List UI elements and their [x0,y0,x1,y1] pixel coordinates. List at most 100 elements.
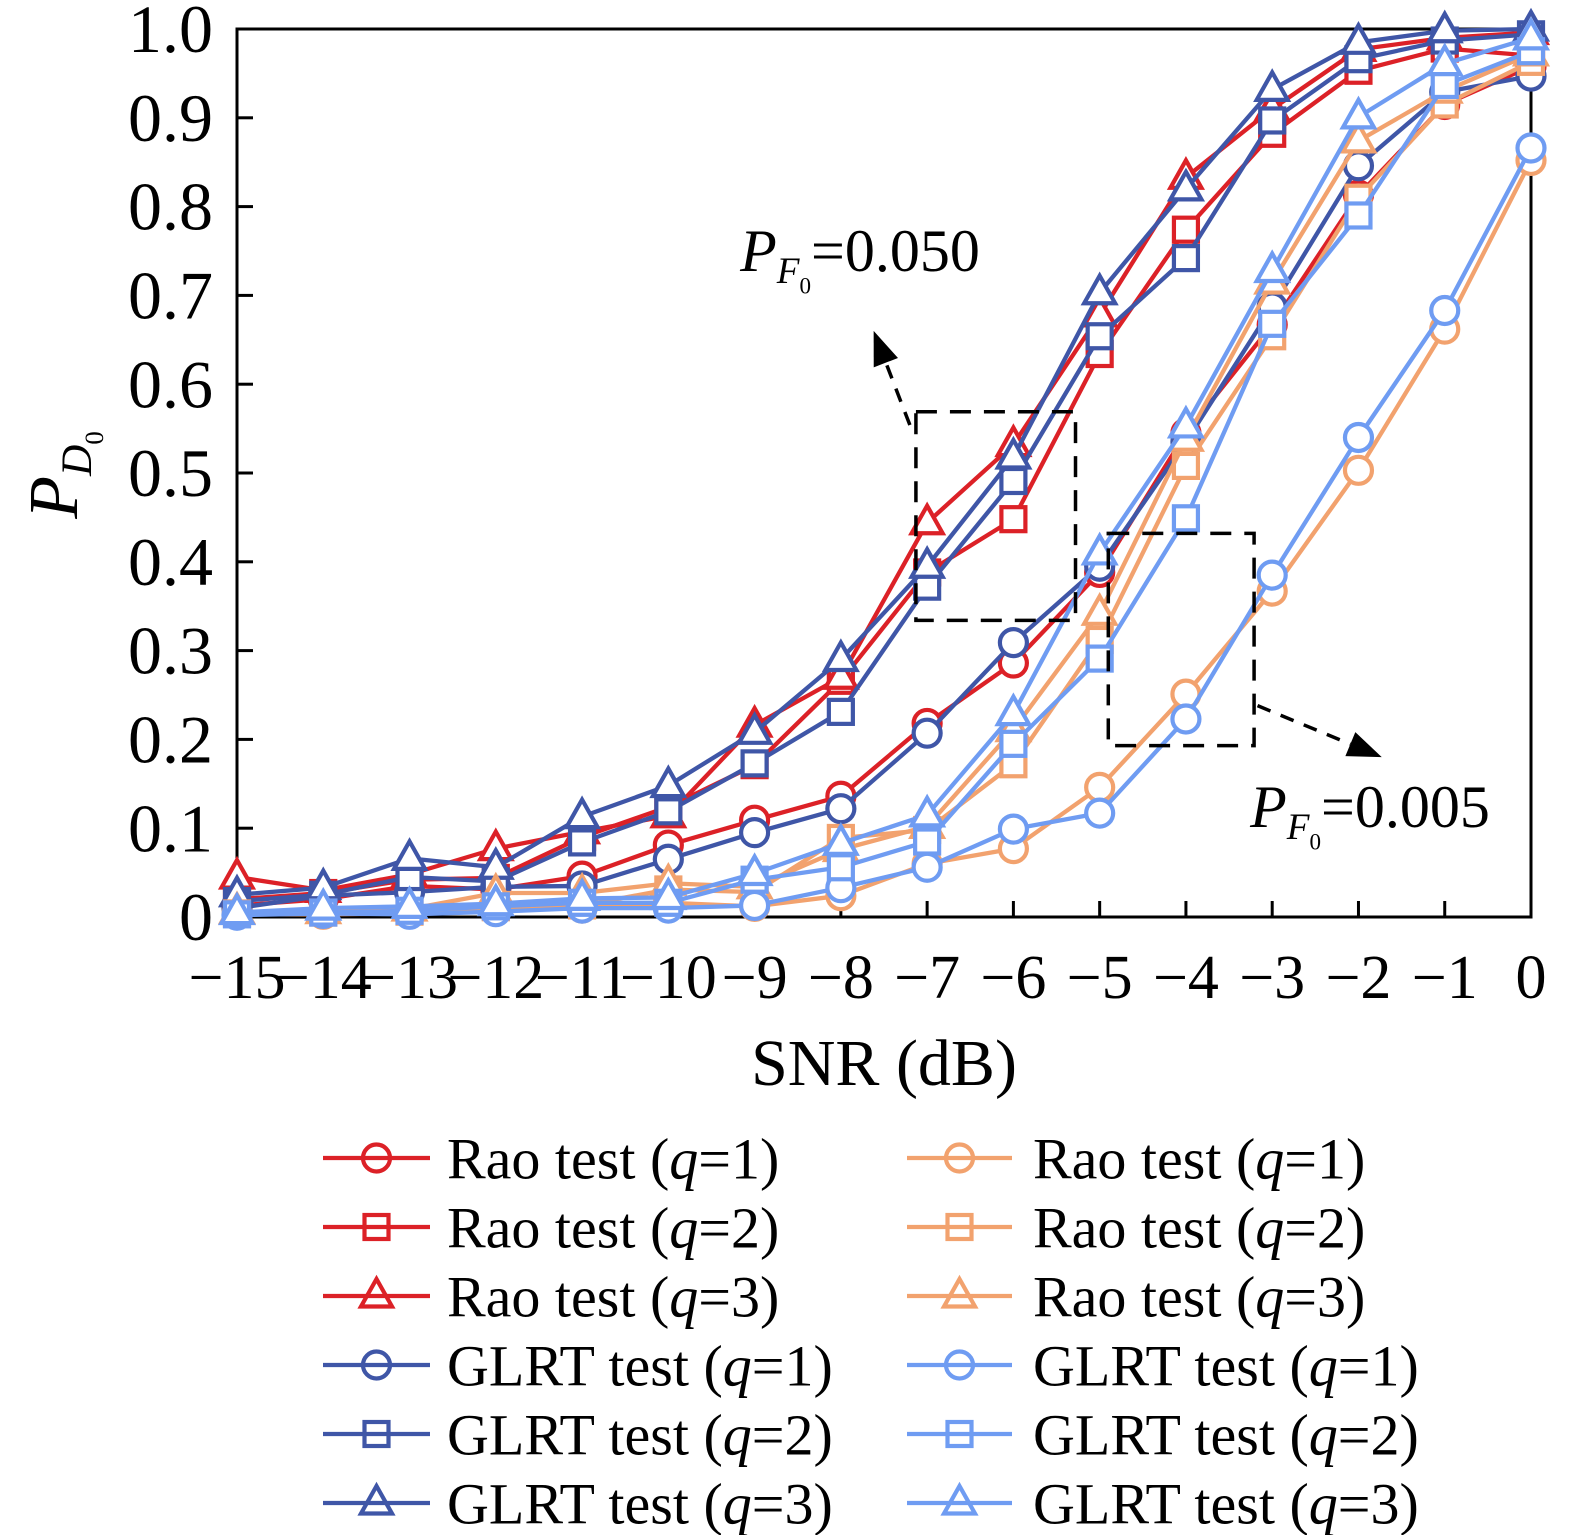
x-tick-label: −9 [722,944,788,1012]
series-line [236,35,1532,915]
legend-circle-marker [943,1349,976,1381]
triangle-marker [1253,249,1292,284]
circle-marker [911,717,943,749]
legend-label: GLRT test (q=3) [1033,1471,1419,1535]
legend-square-marker [362,1419,391,1449]
legend-item-glrt-q1-pfa050-pfa0.050: GLRT test (q=1) [323,1333,833,1398]
square-marker [913,827,942,856]
y-tick-label: 0.7 [128,258,213,334]
legend-label: Rao test (q=3) [1033,1264,1365,1329]
x-axis-label: SNR (dB) [751,1027,1017,1100]
square-marker [1258,309,1287,338]
square-marker [999,466,1028,496]
y-tick-label: 0.8 [128,169,213,245]
x-tick-label: −13 [361,944,458,1012]
y-tick-label: 1.0 [128,0,213,67]
arrow-head [873,330,898,368]
legend-triangle-marker [357,1481,396,1516]
triangle-marker [649,876,688,911]
x-tick-label: −10 [620,944,717,1012]
circle-marker [911,851,943,883]
triangle-marker [649,764,688,799]
x-tick-label: −5 [1067,944,1133,1012]
y-tick-label: 0.4 [128,524,213,600]
legend-triangle-marker [357,1274,396,1309]
triangle-marker [1511,16,1551,51]
y-tick-label: 0.3 [128,613,213,689]
square-marker [999,505,1028,534]
series-line [236,32,1532,904]
annotation-graphics-pfa-0.050 [873,330,1078,623]
triangle-marker [1080,592,1119,626]
annotation-graphics-pfa-0.005 [1106,531,1382,758]
triangle-marker [217,891,257,926]
legend-label: GLRT test (q=1) [447,1333,833,1398]
circle-marker [825,793,857,825]
legend-triangle-marker [940,1274,979,1309]
triangle-marker [1339,95,1378,130]
x-tick-label: −8 [808,944,874,1012]
legend-label: GLRT test (q=2) [447,1402,833,1467]
x-tick-label: 0 [1516,944,1547,1012]
triangle-marker [390,837,429,871]
x-tick-label: −14 [275,944,372,1012]
square-marker [1171,244,1201,273]
triangle-marker [908,793,947,828]
circle-marker [738,889,771,922]
legend-square-marker [362,1212,391,1242]
circle-marker [1084,797,1116,829]
legend-circle-marker [360,1142,393,1174]
legend-label: GLRT test (q=3) [447,1471,833,1535]
legend-label: Rao test (q=2) [1033,1195,1365,1260]
triangle-marker [908,501,947,536]
triangle-marker [1339,21,1378,55]
y-tick-label: 0.6 [128,346,213,422]
legend-item-glrt-q2-pfa050-pfa0.050: GLRT test (q=2) [323,1402,833,1467]
square-marker [1085,322,1114,351]
legend-label: GLRT test (q=1) [1033,1333,1419,1398]
x-tick-label: −12 [447,944,544,1012]
triangle-marker [1080,271,1119,306]
legend-item-glrt-q2-pfa005-pfa0.005: GLRT test (q=2) [907,1402,1419,1467]
circle-marker [1342,454,1375,486]
y-axis-label-subscript: D [52,444,101,477]
x-tick-label: −1 [1412,944,1478,1012]
arrow-line [884,362,912,426]
x-tick-label: −7 [894,944,960,1012]
legend-item-glrt-q1-pfa005-pfa0.005: GLRT test (q=1) [907,1333,1419,1398]
square-marker [1258,106,1287,135]
arrow-line [1256,704,1352,746]
triangle-marker [1425,9,1464,44]
legend-label: Rao test (q=3) [447,1264,779,1329]
legend-item-rao-q2-pfa050-pfa0.050: Rao test (q=2) [323,1195,779,1260]
x-tick-label: −15 [189,944,286,1012]
triangle-marker [304,886,343,921]
triangle-marker [1425,42,1464,77]
legend-circle-marker [360,1349,393,1381]
circle-marker [1084,771,1116,803]
series-line [236,26,1532,897]
highlight-box [914,409,1078,623]
legend-triangle-marker [940,1481,979,1516]
series-line [236,146,1533,918]
triangle-marker [562,795,602,830]
legend-item-glrt-q3-pfa050-pfa0.050: GLRT test (q=3) [323,1471,833,1535]
triangle-marker [1253,68,1292,102]
triangle-marker [390,885,429,919]
square-marker [999,729,1028,758]
legend-item-rao-q1-pfa050-pfa0.050: Rao test (q=1) [323,1126,779,1191]
x-tick-label: −11 [535,944,630,1012]
legend-label: Rao test (q=1) [447,1126,779,1191]
square-marker [826,697,855,726]
square-marker [567,828,597,857]
y-axis-label: PD0 [12,345,109,605]
circle-marker [738,817,771,849]
legend-circle-marker [943,1142,976,1174]
legend-item-rao-q3-pfa005-pfa0.005: Rao test (q=3) [907,1264,1365,1329]
square-marker [1430,70,1459,100]
annotation-pfa-0.005: PF0=0.005 [1250,774,1490,855]
arrow-head [1345,732,1382,758]
series-glrt-q2-pfa005 [222,37,1546,929]
x-tick-label: −2 [1325,944,1391,1012]
